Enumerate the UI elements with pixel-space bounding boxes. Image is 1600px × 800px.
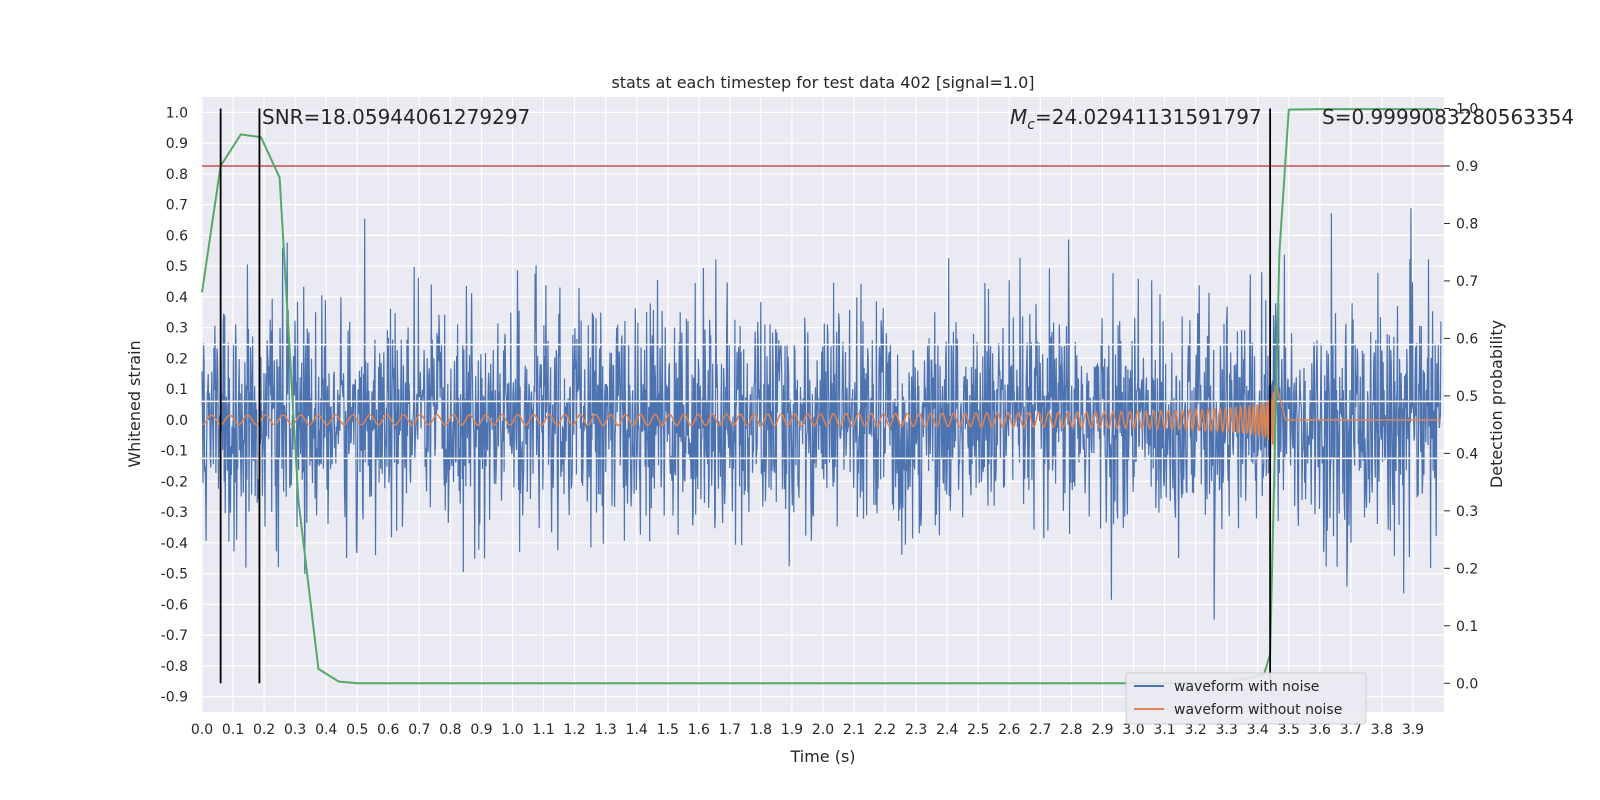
y-left-tick-label: -0.2	[161, 474, 188, 490]
x-ticks: 0.0 0.1 0.2 0.3 0.4 0.5 0.6 0.7 0.8 0.9 1.0 1.1 1.2 1…	[191, 722, 1424, 738]
x-tick-label: 2.4	[936, 722, 958, 738]
mc-annotation: Mc=24.02941131591797	[1010, 105, 1262, 133]
y-right-tick-label: 0.1	[1456, 619, 1478, 635]
y-left-tick-label: 0.6	[166, 228, 188, 244]
y-right-tick-label: 0.9	[1456, 159, 1478, 175]
x-tick-label: 0.6	[377, 722, 399, 738]
y-right-tick-label: 0.3	[1456, 504, 1478, 520]
y-right-tick-label: 0.2	[1456, 561, 1478, 577]
x-axis-label: Time (s)	[789, 747, 855, 766]
y-left-tick-label: -0.7	[161, 628, 188, 644]
x-tick-label: 0.7	[408, 722, 430, 738]
x-tick-label: 1.9	[781, 722, 803, 738]
x-tick-label: 0.0	[191, 722, 213, 738]
x-tick-label: 3.7	[1340, 722, 1362, 738]
mc-symbol: M	[1010, 105, 1027, 129]
y-left-tick-label: 0.2	[166, 351, 188, 367]
x-tick-label: 1.3	[595, 722, 617, 738]
x-tick-label: 0.9	[470, 722, 492, 738]
s-annotation: S=0.9999083280563354	[1322, 105, 1574, 129]
mc-subscript: c	[1027, 117, 1035, 133]
x-tick-label: 3.4	[1247, 722, 1269, 738]
x-tick-label: 3.8	[1371, 722, 1393, 738]
y-left-tick-label: 0.9	[166, 136, 188, 152]
legend-box	[1125, 672, 1367, 725]
x-tick-label: 2.7	[1029, 722, 1051, 738]
legend-label-without-noise: waveform without noise	[1174, 702, 1342, 718]
x-tick-label: 3.3	[1216, 722, 1238, 738]
series-waveform-without-noise	[202, 385, 1441, 450]
x-tick-label: 0.3	[284, 722, 306, 738]
y-axis-label-left: Whitened strain	[125, 340, 144, 467]
x-tick-label: 2.5	[967, 722, 989, 738]
y-left-tick-label: -0.4	[161, 536, 188, 552]
legend: waveform with noise waveform without noi…	[1125, 672, 1367, 725]
y-left-tick-label: 0.0	[166, 413, 188, 429]
y-left-tick-label: -0.9	[161, 690, 188, 706]
x-tick-label: 1.7	[719, 722, 741, 738]
y-left-tick-label: -0.5	[161, 567, 188, 583]
x-tick-label: 2.3	[905, 722, 927, 738]
y-right-tick-label: 1.0	[1456, 101, 1478, 117]
y-left-tick-label: 0.8	[166, 167, 188, 183]
x-tick-label: 1.8	[750, 722, 772, 738]
vertical-markers	[219, 108, 1272, 684]
y-left-tick-label: 0.3	[166, 321, 188, 337]
y-axis-label-right: Detection probability	[1487, 320, 1506, 488]
series-detection-probability	[201, 108, 1438, 685]
x-tick-label: 1.1	[532, 722, 554, 738]
x-tick-label: 1.2	[563, 722, 585, 738]
x-tick-label: 0.4	[315, 722, 337, 738]
x-tick-label: 0.2	[253, 722, 275, 738]
y-left-tick-label: -0.3	[161, 505, 188, 521]
x-tick-label: 0.5	[346, 722, 368, 738]
y-right-tick-label: 0.5	[1456, 389, 1478, 405]
y-left-tick-label: -0.1	[161, 444, 188, 460]
y-right-tick-label: 0.8	[1456, 216, 1478, 232]
legend-label-with-noise: waveform with noise	[1174, 679, 1319, 695]
x-tick-label: 1.5	[657, 722, 679, 738]
x-tick-label: 2.6	[998, 722, 1020, 738]
y-right-tick-label: 0.0	[1456, 676, 1478, 692]
x-tick-label: 1.6	[688, 722, 710, 738]
y-left-tick-label: 1.0	[166, 105, 188, 121]
series-waveform-with-noise	[201, 208, 1442, 620]
x-tick-label: 3.6	[1309, 722, 1331, 738]
noisy-waveform-line	[201, 208, 1442, 620]
y-left-tick-label: 0.1	[166, 382, 188, 398]
x-tick-label: 3.1	[1153, 722, 1175, 738]
clean-waveform-line	[202, 385, 1441, 450]
x-tick-label: 3.0	[1122, 722, 1144, 738]
x-tick-label: 2.8	[1060, 722, 1082, 738]
mc-value: =24.02941131591797	[1035, 105, 1262, 129]
x-tick-label: 2.9	[1091, 722, 1113, 738]
x-tick-label: 2.2	[874, 722, 896, 738]
probability-line	[201, 108, 1438, 685]
x-tick-label: 2.1	[843, 722, 865, 738]
x-tick-label: 3.9	[1402, 722, 1424, 738]
y-right-tick-label: 0.4	[1456, 446, 1478, 462]
x-tick-label: 0.8	[439, 722, 461, 738]
y-right-tick-label: 0.6	[1456, 331, 1478, 347]
y-left-tick-label: 0.7	[166, 198, 188, 214]
x-tick-label: 1.0	[501, 722, 523, 738]
y-left-ticks: 1.0 0.9 0.8 0.7 0.6 0.5 0.4 0.3 0.2 0.1 0.0 -0.1 -0.…	[161, 105, 188, 705]
chart-title: stats at each timestep for test data 402…	[611, 73, 1034, 92]
x-tick-label: 2.0	[812, 722, 834, 738]
snr-annotation: SNR=18.05944061279297	[262, 105, 530, 129]
y-left-tick-label: -0.6	[161, 597, 188, 613]
x-tick-label: 3.2	[1184, 722, 1206, 738]
y-right-tick-label: 0.7	[1456, 274, 1478, 290]
y-left-tick-label: 0.5	[166, 259, 188, 275]
x-tick-label: 3.5	[1278, 722, 1300, 738]
y-left-tick-label: 0.4	[166, 290, 188, 306]
y-left-tick-label: -0.8	[161, 659, 188, 675]
x-tick-label: 1.4	[626, 722, 648, 738]
x-tick-label: 0.1	[222, 722, 244, 738]
y-right-ticks: 1.0 0.9 0.8 0.7 0.6 0.5 0.4 0.3 0.2 0.1 0.0	[1444, 101, 1478, 692]
white-reference-lines	[202, 343, 1444, 460]
